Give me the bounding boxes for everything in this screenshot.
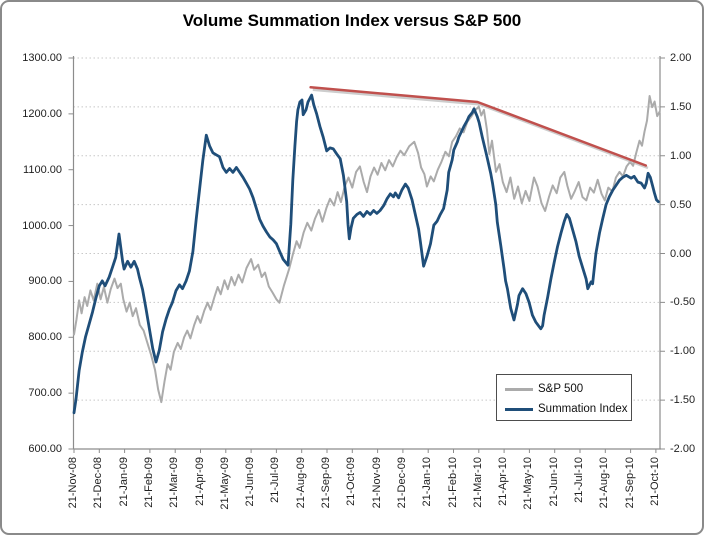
left-axis-tick-label: 800.00 (28, 331, 62, 344)
legend: S&P 500 Summation Index (496, 374, 632, 421)
right-axis-tick-label: 2.00 (670, 52, 692, 64)
x-axis-tick-label: 21-Feb-10 (446, 457, 459, 508)
x-axis-tick-label: 21-Feb-09 (142, 457, 155, 508)
right-axis-tick-label: -1.00 (670, 345, 696, 358)
x-axis-tick-label: 21-Jul-09 (269, 457, 282, 503)
x-axis-tick-label: 21-Sep-10 (623, 457, 636, 509)
axes (68, 56, 665, 453)
left-axis-tick-label: 900.00 (28, 275, 62, 288)
left-axis-tick-label: 1100.00 (23, 163, 62, 176)
x-axis-tick-label: 21-Sep-09 (320, 457, 332, 509)
legend-label-sp500: S&P 500 (538, 383, 584, 395)
x-axis-tick-label: 21-Apr-10 (497, 457, 510, 506)
x-axis-tick-label: 21-Nov-08 (67, 457, 79, 509)
x-axis-tick-label: 21-Jan-10 (421, 457, 434, 507)
x-axis-tick-label: 21-Oct-09 (345, 457, 358, 506)
right-axis-tick-label: 0.00 (670, 247, 692, 260)
right-axis-tick-label: 1.50 (670, 100, 692, 113)
x-axis-tick-label: 21-Mar-10 (471, 457, 484, 508)
right-axis-tick-label: 1.00 (670, 149, 692, 162)
right-axis-tick-label: 0.50 (670, 198, 692, 211)
summation-line-swatch (505, 407, 533, 411)
x-axis-tick-label: 21-Jun-09 (244, 457, 257, 507)
right-axis-tick-label: -0.50 (670, 296, 696, 309)
x-axis-tick-label: 21-Oct-10 (648, 457, 661, 506)
series-lines (72, 86, 661, 415)
left-axis-tick-label: 700.00 (28, 387, 62, 400)
x-axis-tick-label: 21-Dec-09 (395, 457, 408, 509)
right-axis-tick-label: -2.00 (670, 443, 696, 455)
legend-item-summation: Summation Index (505, 402, 628, 416)
left-axis-tick-label: 600.00 (28, 443, 62, 455)
x-axis-tick-label: 21-May-10 (522, 457, 535, 510)
x-axis-tick-label: 21-Jul-10 (573, 457, 585, 503)
sp500-line-swatch (505, 387, 533, 391)
x-axis-tick-label: 21-Aug-10 (598, 457, 611, 509)
x-axis-tick-label: 21-Nov-09 (370, 457, 383, 509)
x-axis-tick-label: 21-Jun-10 (547, 457, 560, 507)
legend-label-summation: Summation Index (538, 403, 628, 415)
x-axis-tick-label: 21-Dec-08 (92, 457, 105, 509)
left-axis-tick-label: 1300.00 (22, 52, 62, 64)
x-axis-tick-label: 21-Jan-09 (117, 457, 130, 507)
left-axis-tick-label: 1200.00 (22, 107, 62, 120)
x-axis-tick-label: 21-Mar-09 (168, 457, 181, 508)
x-axis-tick-label: 21-Aug-09 (294, 457, 307, 509)
left-axis-tick-label: 1000.00 (22, 219, 62, 232)
gridlines (73, 57, 660, 401)
legend-item-sp500: S&P 500 (505, 382, 583, 396)
right-axis-tick-label: -1.50 (670, 394, 696, 407)
x-axis-tick-label: 21-Apr-09 (193, 457, 206, 506)
x-axis-tick-label: 21-May-09 (218, 457, 231, 510)
chart-title: Volume Summation Index versus S&P 500 (182, 11, 522, 30)
